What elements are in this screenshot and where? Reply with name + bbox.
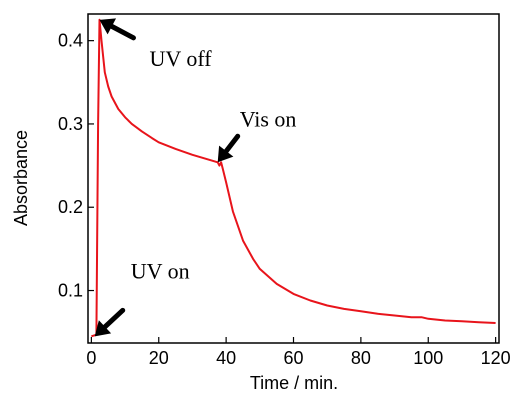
y-tick-label: 0.1: [58, 281, 83, 301]
y-tick-label: 0.2: [58, 197, 83, 217]
annotation-label: Vis on: [240, 106, 297, 131]
x-tick-label: 120: [481, 348, 511, 368]
x-tick-label: 60: [283, 348, 303, 368]
series-line-0: [91, 18, 496, 338]
annotation-label: UV on: [131, 258, 190, 283]
x-tick-label: 20: [149, 348, 169, 368]
annotation-arrow-shaft: [223, 133, 241, 154]
annotation-arrow-head: [94, 320, 112, 337]
x-axis-title: Time / min.: [250, 373, 338, 393]
x-tick-label: 80: [351, 348, 371, 368]
annotation-arrow-shaft: [109, 23, 136, 41]
y-tick-label: 0.4: [58, 31, 83, 51]
x-tick-label: 40: [216, 348, 236, 368]
y-axis-ticks: 0.1 0.2 0.3 0.4: [58, 31, 94, 301]
x-tick-label: 0: [86, 348, 96, 368]
annotation-arrow-shaft: [102, 307, 126, 330]
y-axis-title: Absorbance: [11, 130, 31, 226]
plot-content: [91, 18, 496, 338]
x-tick-label: 100: [413, 348, 443, 368]
annotation-arrow-head: [217, 145, 234, 163]
x-axis-ticks: 0 20 40 60 80 100 120: [86, 337, 511, 368]
annotation-label: UV off: [149, 46, 212, 71]
annotation-arrow-head: [99, 18, 117, 35]
y-tick-label: 0.3: [58, 114, 83, 134]
annotations: UV off Vis on UV on: [94, 18, 297, 337]
